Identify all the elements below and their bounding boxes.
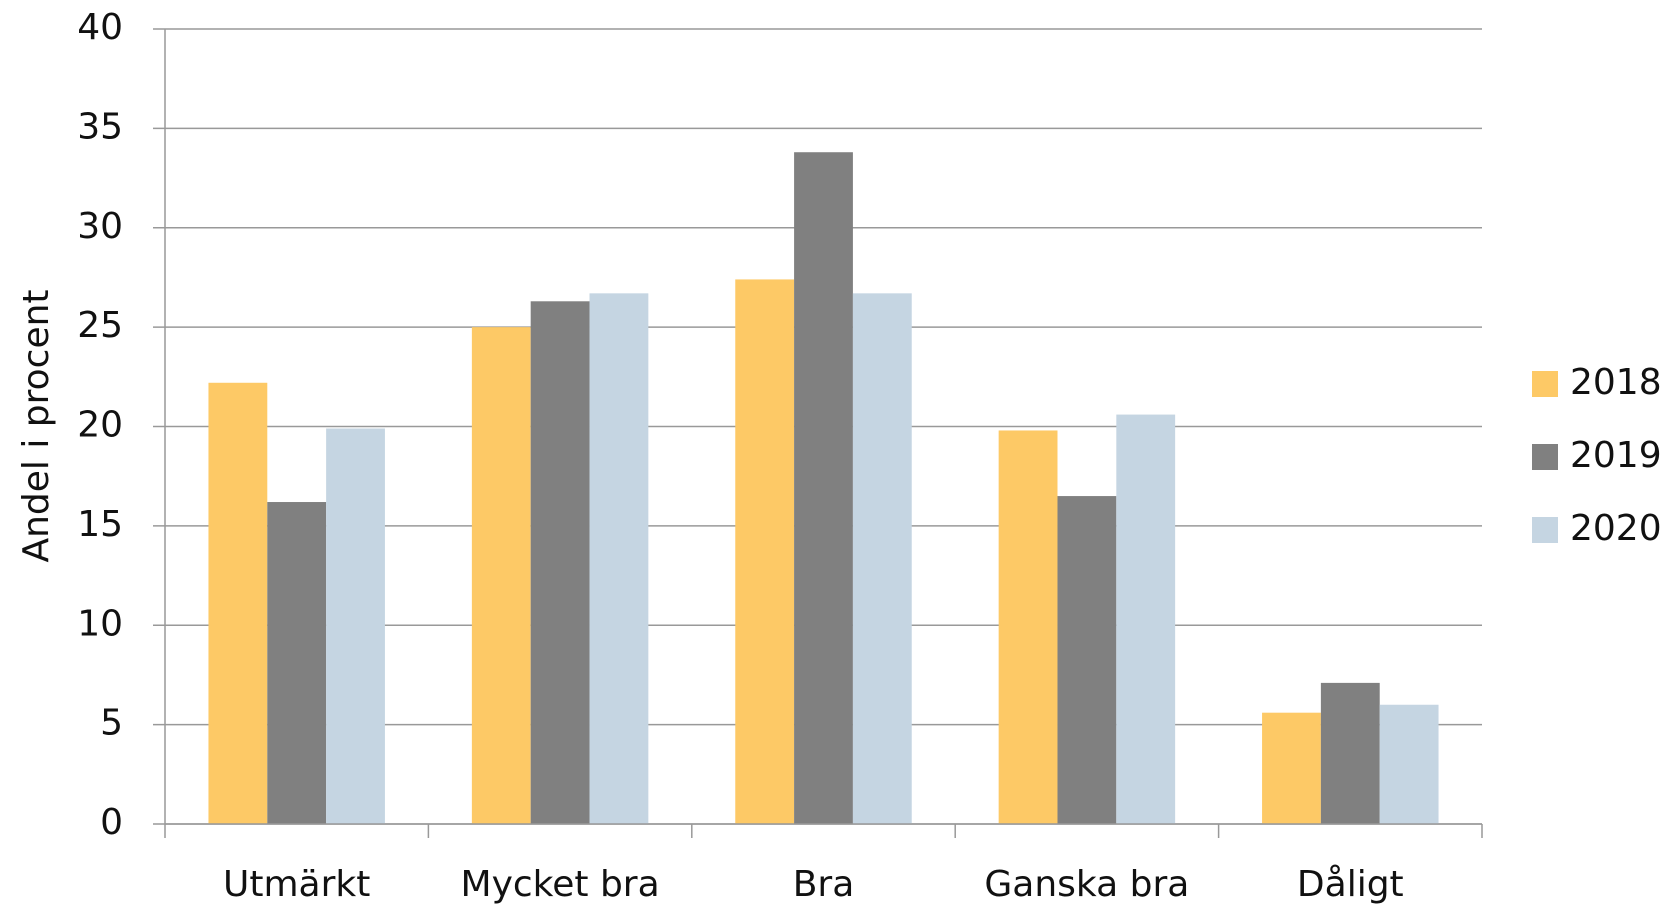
x-tick-label: Dåligt — [1297, 864, 1404, 905]
bar — [1057, 496, 1117, 824]
bar — [208, 382, 268, 824]
bar — [852, 293, 912, 824]
bar — [794, 152, 853, 825]
x-tick-label: Mycket bra — [461, 864, 660, 905]
x-tick-label: Ganska bra — [984, 864, 1189, 905]
bar — [1116, 414, 1176, 824]
bar — [1262, 712, 1321, 824]
y-tick-label: 40 — [77, 7, 123, 48]
bar — [589, 293, 649, 824]
y-tick-label: 20 — [77, 405, 123, 446]
bar — [998, 430, 1058, 824]
bar — [326, 428, 385, 824]
bar — [471, 327, 531, 824]
legend-swatch — [1532, 371, 1558, 397]
y-tick-label: 5 — [100, 703, 123, 744]
legend-label: 2020 — [1570, 508, 1662, 549]
y-tick-label: 30 — [77, 206, 123, 247]
y-tick-label: 25 — [77, 305, 123, 346]
y-tick-label: 15 — [77, 504, 123, 545]
bar — [735, 279, 795, 824]
legend-swatch — [1532, 444, 1558, 470]
bar — [267, 502, 327, 824]
legend-swatch — [1532, 517, 1558, 543]
legend-label: 2018 — [1570, 362, 1662, 403]
bar — [1320, 682, 1380, 824]
bar — [1379, 704, 1439, 824]
y-tick-label: 0 — [100, 802, 123, 843]
y-tick-label: 10 — [77, 603, 123, 644]
y-axis-label: Andel i procent — [16, 289, 57, 562]
x-tick-label: Bra — [793, 864, 855, 905]
x-tick-label: Utmärkt — [223, 864, 370, 905]
y-tick-label: 35 — [77, 106, 123, 147]
bar — [530, 301, 590, 825]
legend-label: 2019 — [1570, 435, 1662, 476]
